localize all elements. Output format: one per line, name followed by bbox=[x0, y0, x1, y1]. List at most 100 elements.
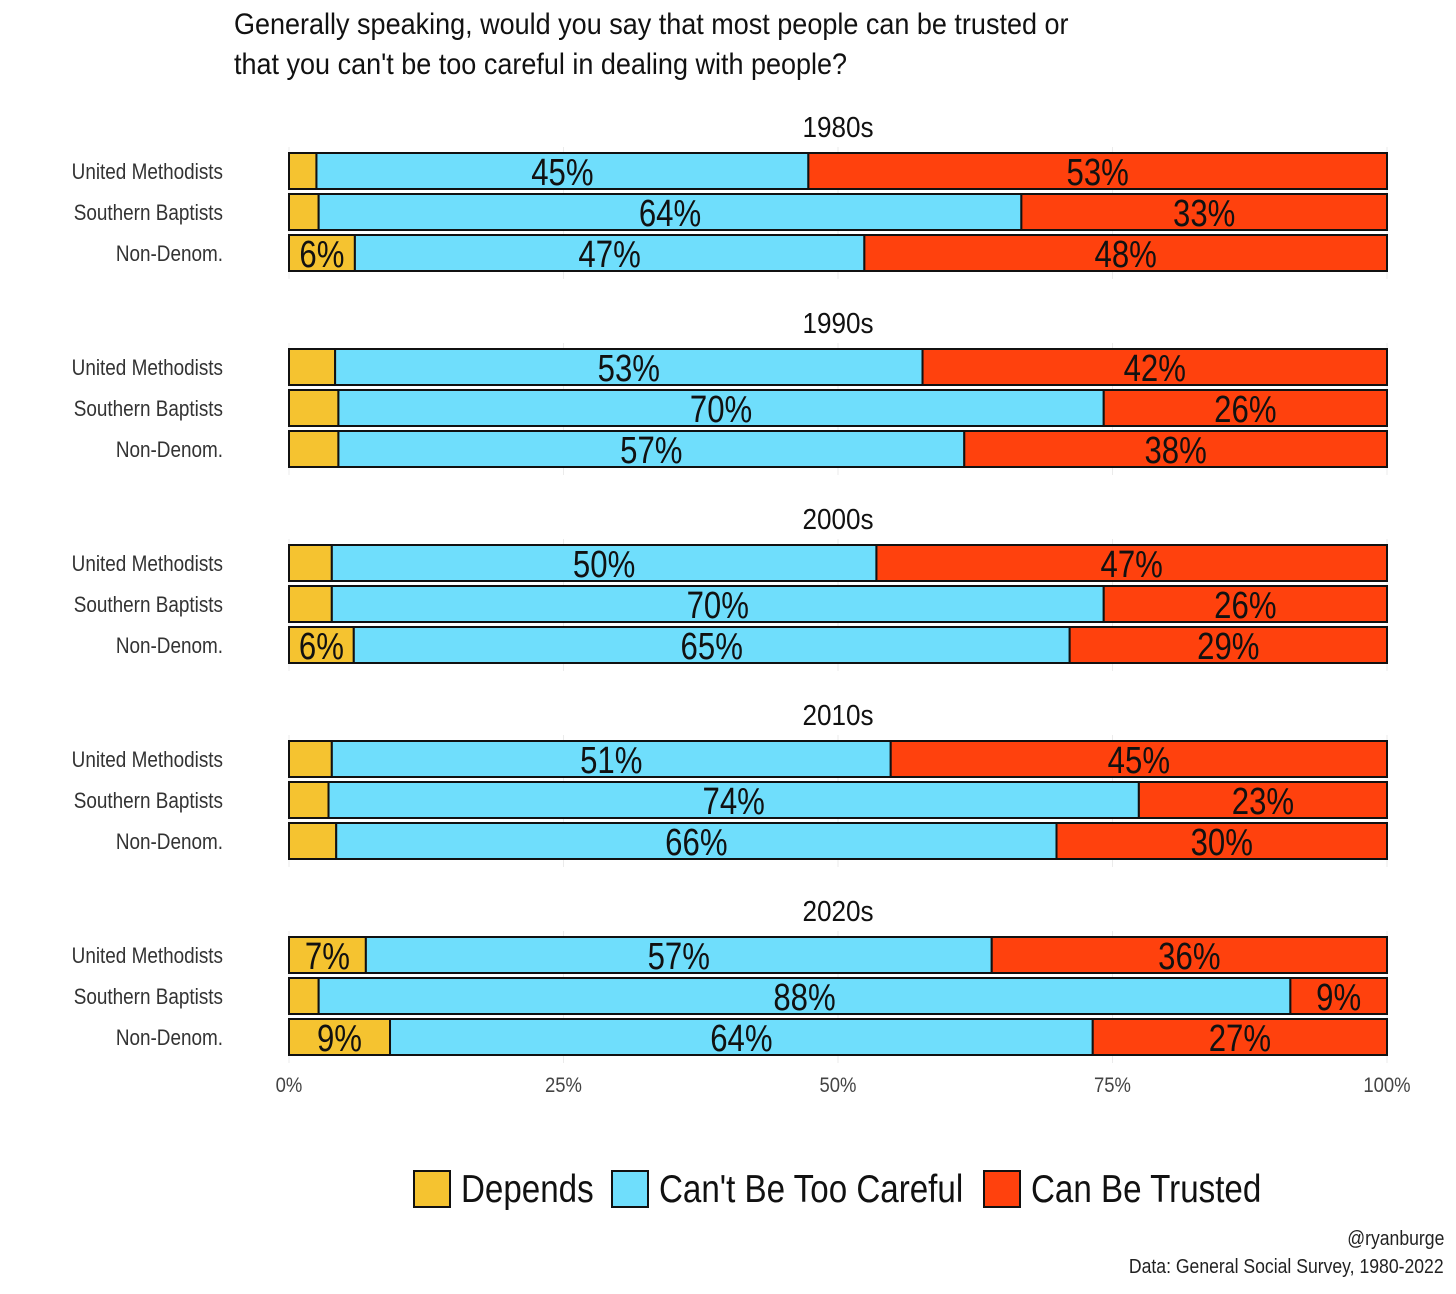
category-label: Southern Baptists bbox=[74, 201, 223, 226]
facet-title-2000s: 2000s bbox=[802, 503, 873, 536]
category-label: Southern Baptists bbox=[74, 593, 223, 618]
data-label: 9% bbox=[1316, 977, 1361, 1019]
bar-segment-can-be-trusted bbox=[1102, 585, 1388, 623]
facet-title-1990s: 1990s bbox=[802, 307, 873, 340]
bar-segment-cant-be-too-careful bbox=[334, 348, 924, 386]
category-label: Non-Denom. bbox=[116, 438, 223, 463]
x-tick-label: 100% bbox=[1363, 1074, 1410, 1097]
bar-segment-can-be-trusted bbox=[1055, 822, 1388, 860]
bar-segment-can-be-trusted bbox=[1020, 193, 1389, 231]
category-label: Non-Denom. bbox=[116, 830, 223, 855]
data-label: 6% bbox=[299, 626, 344, 668]
data-label: 57% bbox=[620, 430, 682, 472]
x-tick-label: 75% bbox=[1094, 1074, 1131, 1097]
bar-segment-depends bbox=[288, 389, 340, 427]
category-label: Non-Denom. bbox=[116, 634, 223, 659]
bar-segment-cant-be-too-careful bbox=[330, 740, 892, 778]
bar-segment-can-be-trusted bbox=[990, 936, 1388, 974]
data-label: 23% bbox=[1232, 781, 1294, 823]
data-label: 53% bbox=[1067, 152, 1129, 194]
bar-segment-cant-be-too-careful bbox=[317, 977, 1292, 1015]
bar-segment-cant-be-too-careful bbox=[330, 585, 1105, 623]
x-tick-label: 50% bbox=[820, 1074, 857, 1097]
bar-segment-cant-be-too-careful bbox=[330, 544, 878, 582]
facet-title-1980s: 1980s bbox=[802, 111, 873, 144]
data-label: 33% bbox=[1173, 193, 1235, 235]
data-label: 42% bbox=[1124, 348, 1186, 390]
data-label: 38% bbox=[1144, 430, 1206, 472]
bar-segment-cant-be-too-careful bbox=[335, 822, 1058, 860]
category-label: United Methodists bbox=[72, 356, 223, 381]
data-label: 26% bbox=[1214, 389, 1276, 431]
category-label: United Methodists bbox=[72, 944, 223, 969]
bar-segment-cant-be-too-careful bbox=[352, 626, 1071, 664]
legend-label-can-be-trusted: Can Be Trusted bbox=[1031, 1166, 1261, 1210]
bar-segment-cant-be-too-careful bbox=[364, 936, 993, 974]
category-label: Southern Baptists bbox=[74, 397, 223, 422]
data-label: 36% bbox=[1158, 936, 1220, 978]
bar-segment-can-be-trusted bbox=[1091, 1018, 1388, 1056]
bar-segment-can-be-trusted bbox=[889, 740, 1388, 778]
data-label: 66% bbox=[665, 822, 727, 864]
data-label: 6% bbox=[299, 234, 344, 276]
bar-segment-depends bbox=[288, 585, 333, 623]
data-label: 45% bbox=[531, 152, 593, 194]
data-label: 64% bbox=[710, 1018, 772, 1060]
bar-segment-depends bbox=[288, 1018, 392, 1056]
data-label: 29% bbox=[1197, 626, 1259, 668]
bar-segment-depends bbox=[288, 781, 330, 819]
data-label: 88% bbox=[773, 977, 835, 1019]
data-label: 64% bbox=[639, 193, 701, 235]
legend-label-depends: Depends bbox=[461, 1166, 594, 1210]
bar-segment-can-be-trusted bbox=[1137, 781, 1389, 819]
data-label: 47% bbox=[578, 234, 640, 276]
data-label: 27% bbox=[1209, 1018, 1271, 1060]
category-label: United Methodists bbox=[72, 160, 223, 185]
bar-segment-depends bbox=[288, 152, 318, 190]
data-label: 74% bbox=[703, 781, 765, 823]
bar-segment-can-be-trusted bbox=[921, 348, 1389, 386]
data-label: 9% bbox=[317, 1018, 362, 1060]
legend-swatch-cant-be-too-careful bbox=[611, 1170, 649, 1208]
category-label: Southern Baptists bbox=[74, 985, 223, 1010]
data-label: 57% bbox=[648, 936, 710, 978]
facet-title-2010s: 2010s bbox=[802, 699, 873, 732]
bar-segment-depends bbox=[288, 430, 340, 468]
category-label: Non-Denom. bbox=[116, 1026, 223, 1051]
bar-segment-depends bbox=[288, 348, 337, 386]
data-label: 65% bbox=[681, 626, 743, 668]
data-label: 50% bbox=[573, 544, 635, 586]
caption-author: @ryanburge bbox=[1346, 1228, 1444, 1250]
legend-label-cant-be-too-careful: Can't Be Too Careful bbox=[659, 1166, 963, 1210]
data-label: 70% bbox=[687, 585, 749, 627]
bar-segment-depends bbox=[288, 193, 320, 231]
data-label: 48% bbox=[1095, 234, 1157, 276]
bar-segment-can-be-trusted bbox=[963, 430, 1389, 468]
bar-segment-can-be-trusted bbox=[875, 544, 1388, 582]
legend-swatch-can-be-trusted bbox=[983, 1170, 1021, 1208]
facet-title-2020s: 2020s bbox=[802, 895, 873, 928]
data-label: 7% bbox=[305, 936, 350, 978]
category-label: United Methodists bbox=[72, 748, 223, 773]
bar-segment-can-be-trusted bbox=[1102, 389, 1388, 427]
data-label: 53% bbox=[598, 348, 660, 390]
category-label: Southern Baptists bbox=[74, 789, 223, 814]
data-label: 70% bbox=[690, 389, 752, 431]
bar-segment-can-be-trusted bbox=[863, 234, 1388, 272]
legend-swatch-depends bbox=[413, 1170, 451, 1208]
category-label: Non-Denom. bbox=[116, 242, 223, 267]
bar-segment-cant-be-too-careful bbox=[337, 430, 966, 468]
category-label: United Methodists bbox=[72, 552, 223, 577]
bar-segment-depends bbox=[288, 234, 356, 272]
bar-segment-cant-be-too-careful bbox=[327, 781, 1140, 819]
chart-title-line-2: that you can't be too careful in dealing… bbox=[234, 48, 848, 81]
data-label: 26% bbox=[1214, 585, 1276, 627]
x-tick-label: 25% bbox=[545, 1074, 582, 1097]
data-label: 30% bbox=[1191, 822, 1253, 864]
bar-segment-depends bbox=[288, 544, 333, 582]
bar-segment-can-be-trusted bbox=[807, 152, 1388, 190]
bar-segment-depends bbox=[288, 740, 333, 778]
x-tick-label: 0% bbox=[276, 1074, 303, 1097]
data-label: 51% bbox=[580, 740, 642, 782]
